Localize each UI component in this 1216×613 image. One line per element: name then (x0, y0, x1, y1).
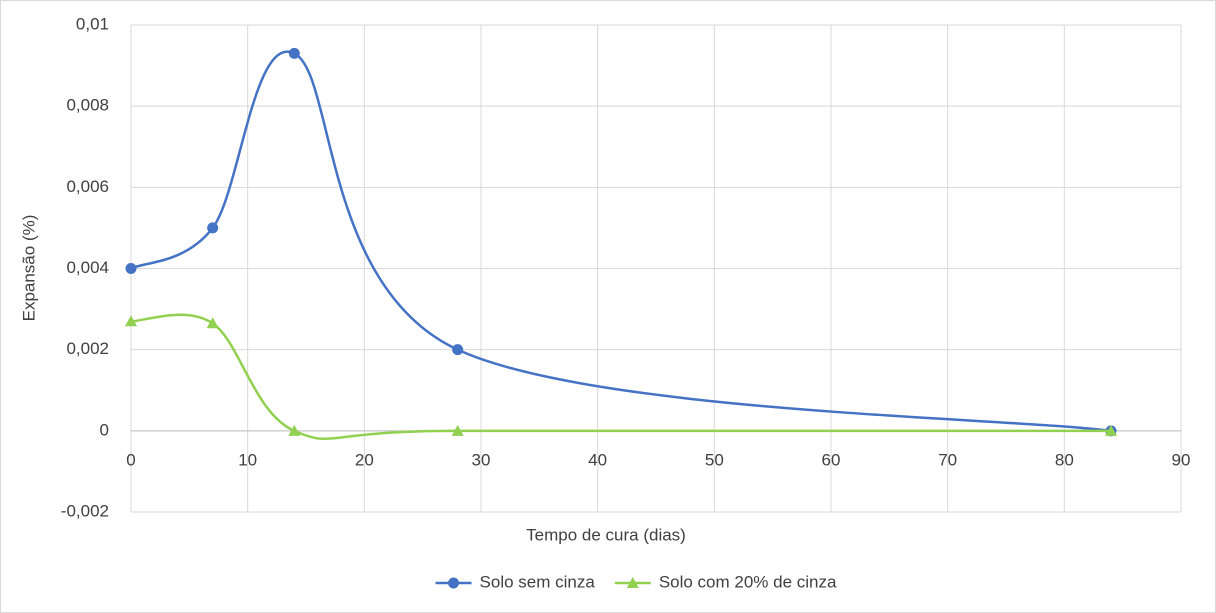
legend-label: Solo com 20% de cinza (659, 572, 837, 591)
x-tick-label: 10 (238, 450, 257, 469)
x-axis-title: Tempo de cura (dias) (526, 525, 686, 544)
y-axis-title: Expansão (%) (19, 215, 38, 322)
x-tick-label: 30 (472, 450, 491, 469)
marker (125, 315, 137, 327)
x-tick-label: 90 (1172, 450, 1191, 469)
x-tick-label: 60 (822, 450, 841, 469)
marker (451, 424, 464, 436)
y-tick-label: 0,004 (66, 258, 109, 277)
marker (125, 263, 137, 274)
x-tick-label: 0 (126, 450, 135, 469)
y-tick-label: 0,01 (76, 14, 109, 33)
x-tick-label: 40 (588, 450, 607, 469)
y-tick-label: -0,002 (61, 501, 109, 520)
y-tick-label: 0,006 (66, 177, 109, 196)
marker (288, 47, 300, 59)
x-tick-label: 20 (355, 450, 374, 469)
marker (288, 424, 301, 436)
marker (207, 222, 219, 234)
legend-marker (626, 577, 639, 588)
legend-marker (448, 577, 460, 589)
x-tick-label: 50 (705, 450, 724, 469)
x-tick-label: 70 (938, 450, 957, 469)
y-tick-label: 0 (100, 420, 109, 439)
marker (206, 317, 219, 329)
legend-label: Solo sem cinza (480, 572, 596, 591)
marker (452, 344, 464, 356)
marker (1105, 424, 1117, 436)
y-tick-label: 0,002 (66, 339, 109, 358)
y-tick-label: 0,008 (66, 96, 109, 115)
x-tick-label: 80 (1055, 450, 1074, 469)
